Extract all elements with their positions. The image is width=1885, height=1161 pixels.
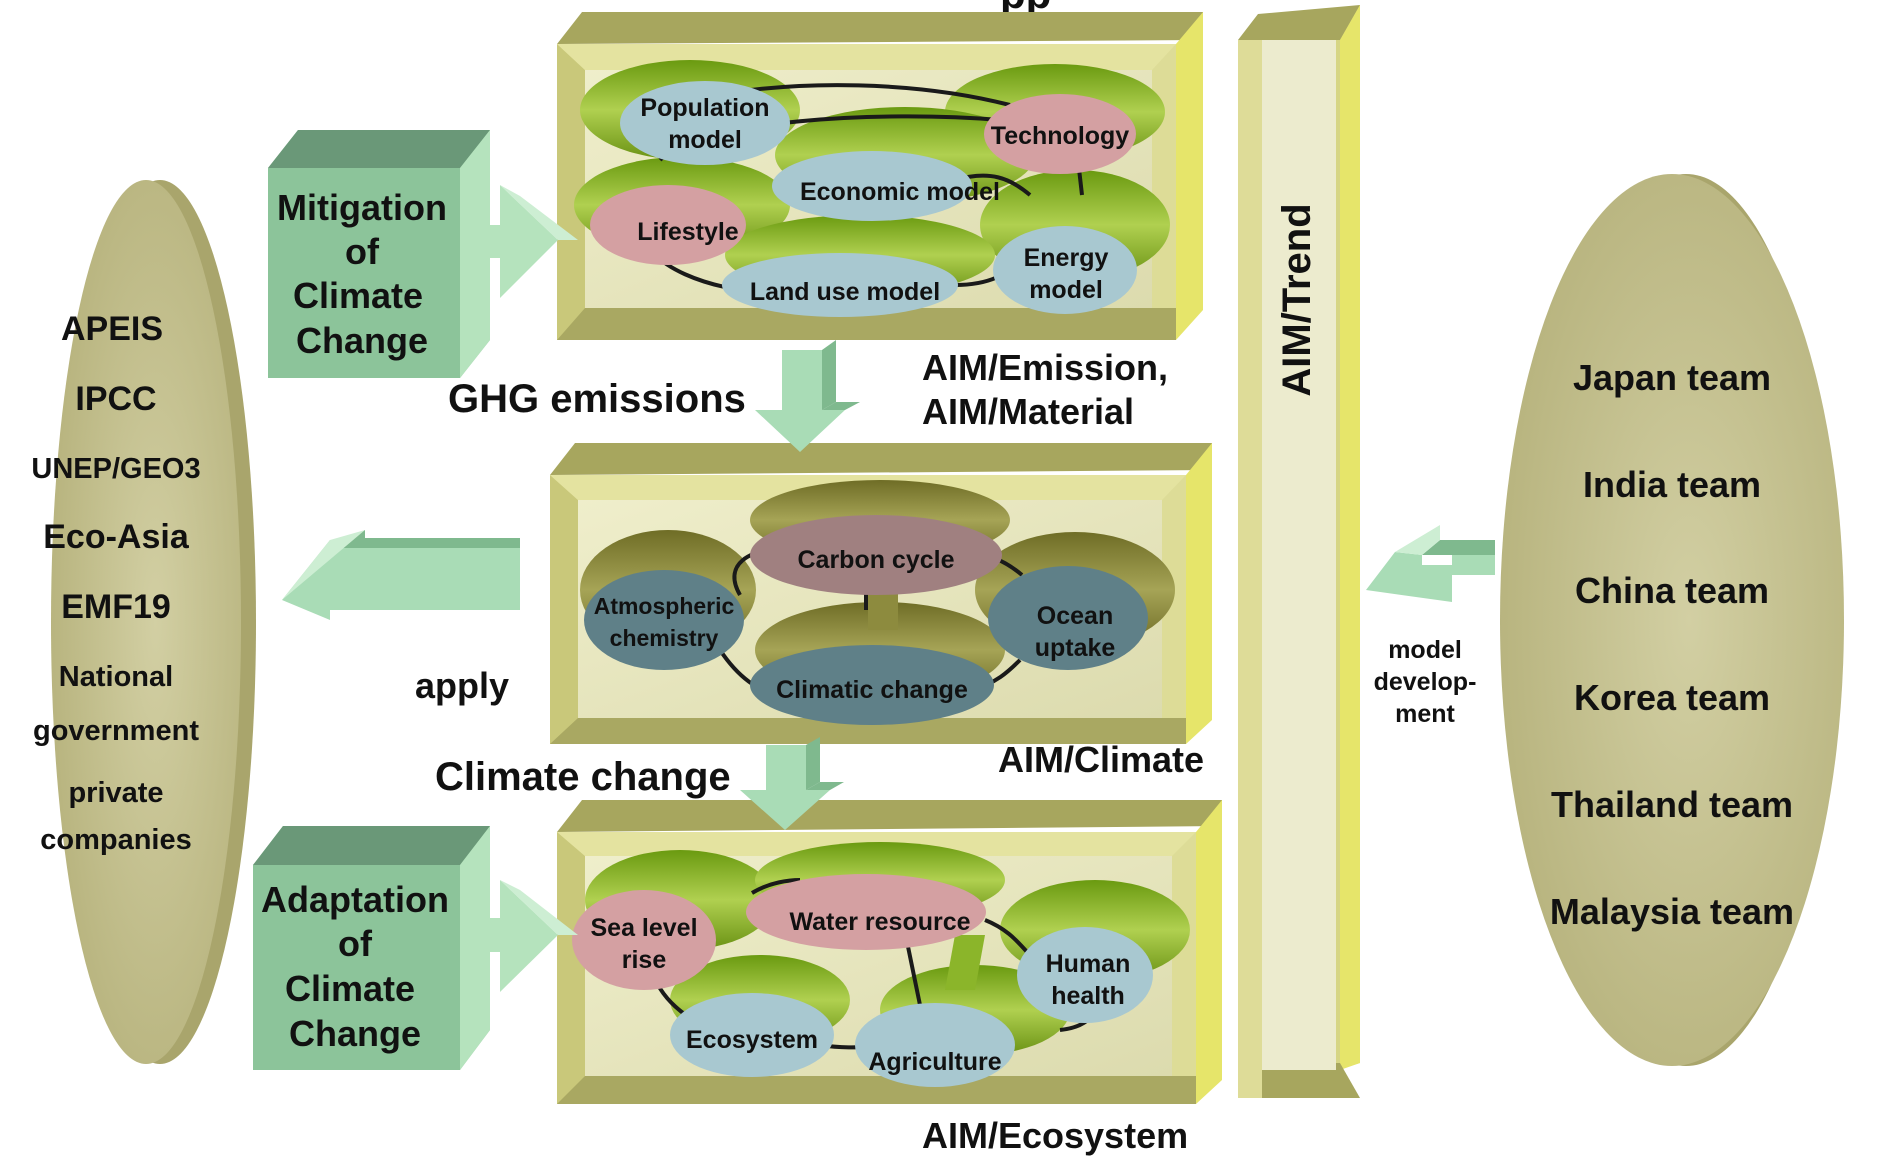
node-energy-label-2: model xyxy=(1029,276,1103,304)
node-landuse-model xyxy=(722,253,958,317)
mitigation-cube: Mitigation of Climate Change xyxy=(268,130,578,378)
team-japan: Japan team xyxy=(1573,357,1771,398)
team-malaysia: Malaysia team xyxy=(1550,891,1794,932)
node-climatic-change xyxy=(750,645,994,725)
stakeholder-ecoasia: Eco-Asia xyxy=(43,518,190,556)
label-aim-material: AIM/Material xyxy=(922,391,1134,432)
node-population-label-2: model xyxy=(668,126,742,154)
label-model-development-3: ment xyxy=(1395,700,1455,728)
node-atmos-label-1: Atmospheric xyxy=(594,593,735,619)
emission-box: Population model Technology Economic mod… xyxy=(557,12,1203,340)
node-economic-model xyxy=(772,151,972,221)
node-ocean-label-1: Ocean xyxy=(1037,602,1113,630)
aim-trend-bar: AIM/Trend xyxy=(1238,5,1360,1098)
node-landuse-label: Land use model xyxy=(750,278,940,306)
stakeholder-national: National xyxy=(59,661,173,693)
stakeholder-ipcc: IPCC xyxy=(75,380,156,418)
node-human-label-2: health xyxy=(1051,982,1125,1010)
climate-box: Carbon cycle Atmospheric chemistry Ocean… xyxy=(550,443,1212,744)
aim-trend-label: AIM/Trend xyxy=(1275,203,1319,396)
node-lifestyle-label: Lifestyle xyxy=(637,218,739,246)
stakeholder-emf19: EMF19 xyxy=(61,588,171,626)
node-water-label: Water resource xyxy=(789,908,970,936)
arrow-climate-to-ecosystem xyxy=(740,737,844,830)
node-lifestyle xyxy=(590,185,746,265)
node-population-label-1: Population xyxy=(640,94,769,122)
mitigation-label-1: Mitigation xyxy=(277,187,447,228)
stakeholder-apeis: APEIS xyxy=(61,310,163,348)
apply-arrow xyxy=(282,530,520,620)
team-disc: Japan team India team China team Korea t… xyxy=(1500,174,1844,1066)
arrow-emission-to-climate xyxy=(755,340,860,452)
node-human-label-1: Human xyxy=(1046,950,1131,978)
label-aim-ecosystem: AIM/Ecosystem xyxy=(922,1115,1188,1156)
adaptation-cube: Adaptation of Climate Change xyxy=(253,826,578,1070)
node-carbon-label: Carbon cycle xyxy=(797,546,954,574)
label-climate-change: Climate change xyxy=(435,755,731,799)
node-ocean-label-2: uptake xyxy=(1035,634,1116,662)
mitigation-label-3: Climate xyxy=(293,275,423,316)
label-model-development-1: model xyxy=(1388,636,1462,664)
adaptation-label-3: Climate xyxy=(285,968,415,1009)
label-aim-emission: AIM/Emission, xyxy=(922,347,1168,388)
node-ecosystem xyxy=(670,993,834,1077)
node-technology xyxy=(984,94,1136,174)
adaptation-label-2: of xyxy=(338,923,373,964)
team-korea: Korea team xyxy=(1574,677,1770,718)
node-energy-model xyxy=(993,226,1137,314)
label-aim-climate: AIM/Climate xyxy=(998,739,1204,780)
stakeholder-unep: UNEP/GEO3 xyxy=(31,453,200,485)
node-agriculture xyxy=(855,1003,1015,1087)
node-technology-label: Technology xyxy=(991,122,1130,150)
node-atmospheric-chemistry xyxy=(584,570,744,670)
node-climatic-label: Climatic change xyxy=(776,676,968,704)
mitigation-label-4: Change xyxy=(296,320,428,361)
node-agriculture-label: Agriculture xyxy=(868,1048,1001,1076)
mitigation-label-2: of xyxy=(345,231,380,272)
node-sealevel-label-2: rise xyxy=(622,946,667,974)
ecosystem-box: Sea level rise Water resource Human heal… xyxy=(557,800,1222,1104)
node-economic-label: Economic model xyxy=(800,178,1000,206)
team-india: India team xyxy=(1583,464,1761,505)
label-ghg-emissions: GHG emissions xyxy=(448,377,746,421)
node-water-resource xyxy=(746,874,986,950)
node-ecosystem-label: Ecosystem xyxy=(686,1026,818,1054)
stakeholder-private: private xyxy=(68,777,163,809)
stakeholder-companies: companies xyxy=(40,824,192,856)
stakeholder-disc: APEIS IPCC UNEP/GEO3 Eco-Asia EMF19 Nati… xyxy=(31,180,256,1064)
label-model-development-2: develop- xyxy=(1374,668,1477,696)
node-sea-level-rise xyxy=(572,890,716,990)
node-sealevel-label-1: Sea level xyxy=(590,914,697,942)
team-china: China team xyxy=(1575,570,1769,611)
label-apply: apply xyxy=(415,665,509,706)
node-population-model xyxy=(620,81,790,165)
stakeholder-government: government xyxy=(33,715,199,747)
adaptation-label-4: Change xyxy=(289,1013,421,1054)
node-atmos-label-2: chemistry xyxy=(610,625,719,651)
node-energy-label-1: Energy xyxy=(1024,244,1109,272)
adaptation-label-1: Adaptation xyxy=(261,879,449,920)
node-human-health xyxy=(1017,927,1153,1023)
node-carbon-cycle xyxy=(750,515,1002,595)
model-development-arrow xyxy=(1366,525,1495,602)
team-thailand: Thailand team xyxy=(1551,784,1793,825)
node-ocean-uptake xyxy=(988,566,1148,670)
